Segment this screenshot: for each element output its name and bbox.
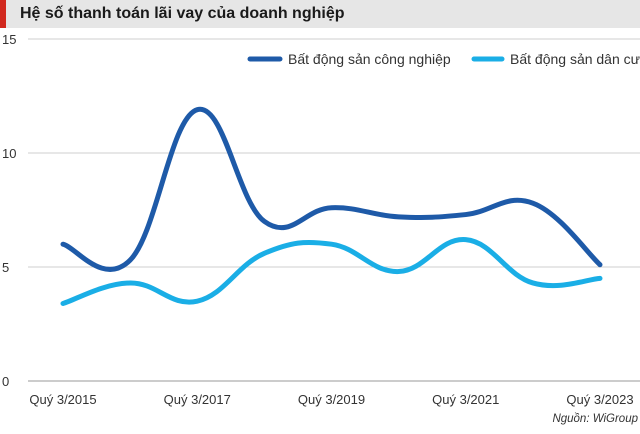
y-tick-label: 10 bbox=[2, 146, 16, 161]
axis-layer: 0 5 10 15 Quý 3/2015 Quý 3/2017 Quý 3/2019 Quý … bbox=[2, 32, 634, 407]
x-tick-label: Quý 3/2015 bbox=[29, 392, 96, 407]
y-tick-label: 5 bbox=[2, 260, 9, 275]
chart-title: Hệ số thanh toán lãi vay của doanh nghiệ… bbox=[20, 5, 345, 22]
x-tick-label: Quý 3/2019 bbox=[298, 392, 365, 407]
series-line-residential bbox=[60, 237, 603, 306]
legend-label-industrial: Bất động sản công nghiệp bbox=[288, 51, 451, 67]
series-line-industrial bbox=[60, 107, 603, 272]
title-bar: Hệ số thanh toán lãi vay của doanh nghiệ… bbox=[0, 0, 640, 28]
y-tick-label: 15 bbox=[2, 32, 16, 47]
y-tick-label: 0 bbox=[2, 374, 9, 389]
legend: Bất động sản công nghiệp Bất động sản dân… bbox=[247, 51, 640, 67]
grid-layer bbox=[28, 38, 640, 382]
x-tick-label: Quý 3/2021 bbox=[432, 392, 499, 407]
source-note: Nguồn: WiGroup bbox=[552, 413, 638, 425]
series-layer bbox=[60, 107, 603, 306]
x-tick-label: Quý 3/2023 bbox=[566, 392, 633, 407]
x-tick-label: Quý 3/2017 bbox=[164, 392, 231, 407]
legend-label-residential: Bất động sản dân cư bbox=[510, 51, 640, 67]
